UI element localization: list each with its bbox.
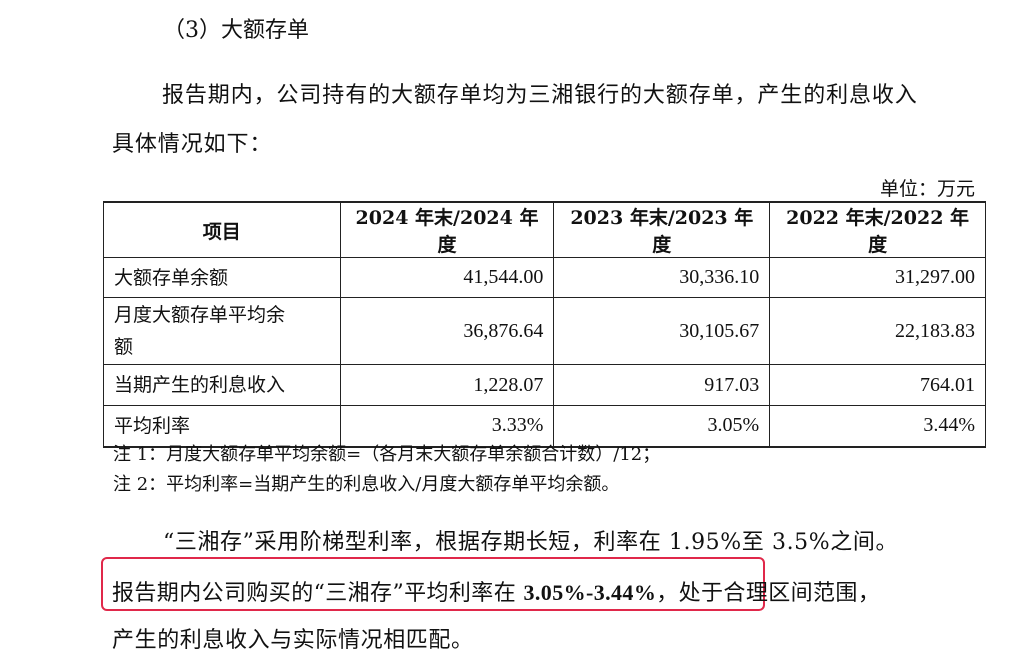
note-1: 注 1：月度大额存单平均余额=（各月末大额存单余额合计数）/12； bbox=[113, 444, 661, 465]
paragraph-2-line-3: 产生的利息收入与实际情况相匹配。 bbox=[112, 628, 474, 653]
cell-2023: 30,105.67 bbox=[553, 297, 771, 365]
intro-line-1: 报告期内，公司持有的大额存单均为三湘银行的大额存单，产生的利息收入 bbox=[162, 83, 918, 108]
cell-2024: 1,228.07 bbox=[339, 364, 555, 406]
paragraph-2-line-2: 报告期内公司购买的“三湘存”平均利率在 3.05%-3.44%，处于合理区间范围… bbox=[112, 575, 880, 607]
header-2023: 2023 年末/2023 年度 bbox=[553, 201, 771, 258]
row-label-line-2: 额 bbox=[114, 336, 134, 358]
row-label: 当期产生的利息收入 bbox=[103, 364, 341, 406]
rate-range: 3.05%-3.44% bbox=[523, 580, 657, 605]
table-row: 大额存单余额 41,544.00 30,336.10 31,297.00 bbox=[103, 257, 986, 298]
cell-2022: 31,297.00 bbox=[769, 257, 986, 298]
paragraph-2-line-1: “三湘存”采用阶梯型利率，根据存期长短，利率在 1.95%至 3.5%之间。 bbox=[163, 530, 899, 555]
certificate-table: 项目 2024 年末/2024 年度 2023 年末/2023 年度 2022 … bbox=[103, 201, 986, 448]
cell-2024: 41,544.00 bbox=[339, 257, 555, 298]
cell-2023: 30,336.10 bbox=[553, 257, 771, 298]
row-label-line-1: 月度大额存单平均余 bbox=[114, 304, 286, 326]
header-2022: 2022 年末/2022 年度 bbox=[769, 201, 986, 258]
table-row: 月度大额存单平均余 额 36,876.64 30,105.67 22,183.8… bbox=[103, 297, 986, 365]
cell-2022: 764.01 bbox=[769, 364, 986, 406]
intro-line-2: 具体情况如下： bbox=[112, 132, 273, 157]
cell-2024: 3.33% bbox=[339, 405, 555, 448]
section-heading: （3）大额存单 bbox=[163, 18, 309, 43]
cell-2022: 3.44% bbox=[769, 405, 986, 448]
row-label: 平均利率 bbox=[103, 405, 341, 448]
row-label: 月度大额存单平均余 额 bbox=[103, 297, 341, 365]
row-label: 大额存单余额 bbox=[103, 257, 341, 298]
paragraph-2-line-2-rest: ，处于合理区间范围， bbox=[656, 581, 881, 606]
cell-2022: 22,183.83 bbox=[769, 297, 986, 365]
table-row: 平均利率 3.33% 3.05% 3.44% bbox=[103, 405, 986, 448]
cell-2024: 36,876.64 bbox=[339, 297, 555, 365]
note-2: 注 2：平均利率=当期产生的利息收入/月度大额存单平均余额。 bbox=[113, 474, 620, 495]
table-header-row: 项目 2024 年末/2024 年度 2023 年末/2023 年度 2022 … bbox=[103, 201, 986, 258]
highlight-annotation-box bbox=[101, 557, 765, 611]
header-item: 项目 bbox=[103, 201, 341, 258]
header-2024: 2024 年末/2024 年度 bbox=[339, 201, 555, 258]
cell-2023: 917.03 bbox=[553, 364, 771, 406]
unit-label: 单位：万元 bbox=[879, 178, 975, 200]
highlight-text: 报告期内公司购买的“三湘存”平均利率在 bbox=[112, 581, 524, 606]
table-row: 当期产生的利息收入 1,228.07 917.03 764.01 bbox=[103, 364, 986, 406]
